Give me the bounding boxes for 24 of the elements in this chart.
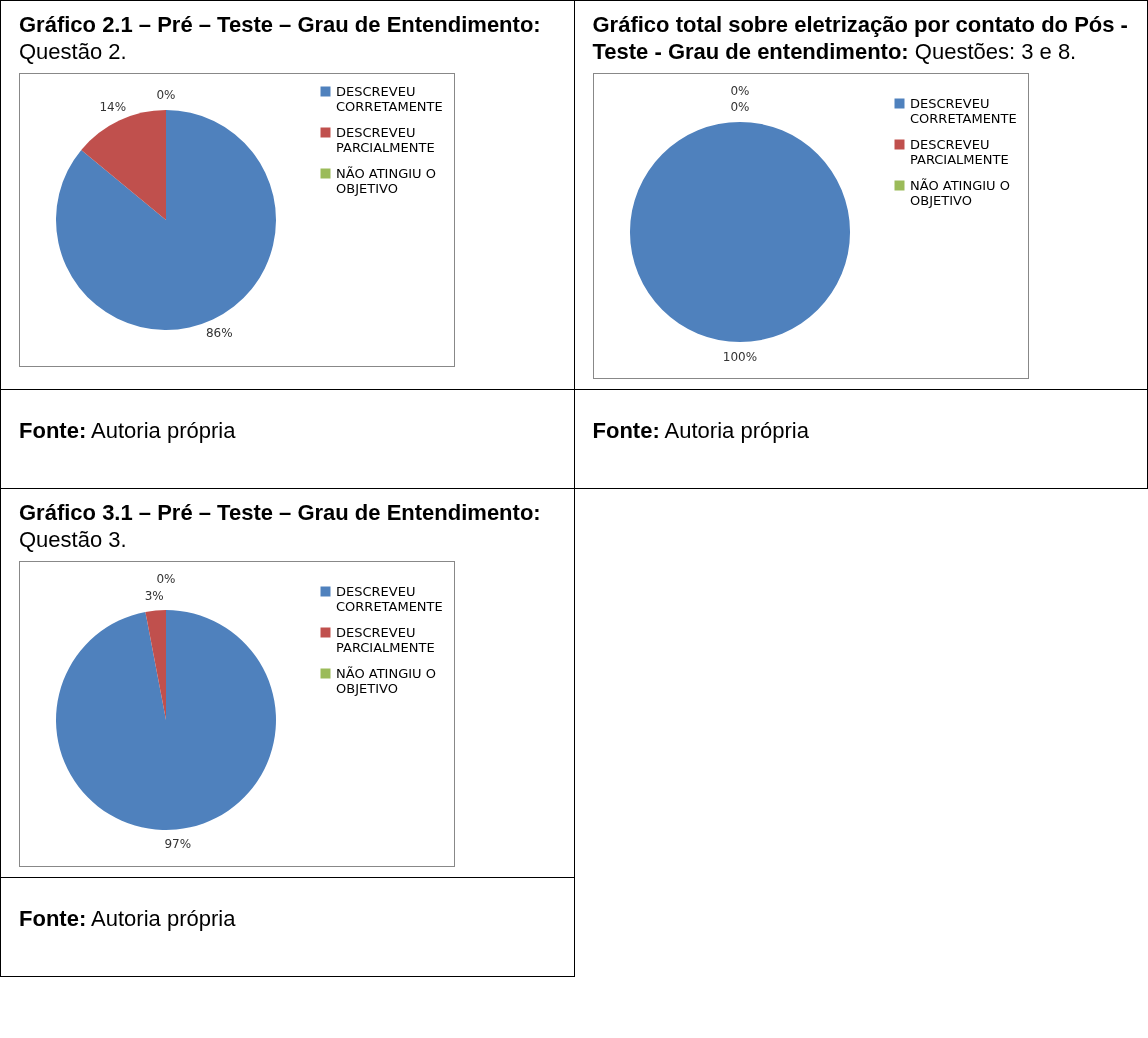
data-label: 86% [205, 326, 233, 341]
legend-label: DESCREVEU CORRETAMENTE [336, 83, 443, 114]
data-label: 3% [144, 588, 164, 603]
legend-label: DESCREVEU PARCIALMENTE [336, 624, 435, 655]
chart-title: Gráfico 2.1 – Pré – Teste – Grau de Entendimento: Questão 2. [19, 11, 542, 65]
source-note: Fonte: Autoria própria [592, 418, 810, 444]
legend-label: NÃO ATINGIU O OBJETIVO [909, 177, 1010, 208]
legend-label: DESCREVEU CORRETAMENTE [909, 95, 1017, 126]
chart-title: Gráfico 3.1 – Pré – Teste – Grau de Entendimento: Questão 3. [19, 499, 542, 553]
legend-label: DESCREVEU PARCIALMENTE [336, 124, 435, 155]
text: 0% [156, 572, 176, 586]
data-label: 100% [722, 350, 757, 364]
source-note: Fonte: Autoria própria [19, 906, 237, 932]
source-note: Fonte: Autoria própria [19, 418, 237, 444]
legend-label: DESCREVEU CORRETAMENTE [336, 583, 443, 614]
chart-title: Gráfico total sobre eletrização por contato do Pós - Teste - Grau de entendimento: Questões: 3 e 8. [592, 11, 1129, 65]
data-label: 97% [164, 837, 192, 852]
text: 0% [729, 100, 750, 114]
legend-label: DESCREVEU PARCIALMENTE [909, 136, 1009, 167]
legend-label: NÃO ATINGIU O OBJETIVO [336, 665, 436, 696]
text: 0% [729, 84, 750, 98]
data-label: 14% [99, 99, 127, 114]
legend-label: NÃO ATINGIU O OBJETIVO [336, 165, 436, 196]
text: 0% [156, 88, 176, 102]
